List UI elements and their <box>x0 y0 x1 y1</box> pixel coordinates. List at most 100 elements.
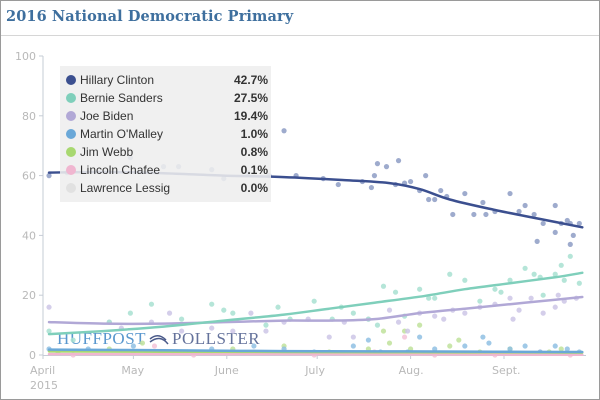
data-point-martin-o-malley <box>365 337 372 343</box>
data-point-bernie-sanders <box>221 307 227 313</box>
data-point-joe-biden <box>179 328 185 334</box>
data-point-bernie-sanders <box>148 301 155 307</box>
data-point-martin-o-malley <box>507 346 513 352</box>
legend-label: Hillary Clinton <box>80 73 155 87</box>
data-point-martin-o-malley <box>522 343 528 349</box>
data-point-joe-biden <box>540 310 546 316</box>
legend-swatch-icon <box>66 129 76 139</box>
legend-item-hillary-clinton[interactable]: Hillary Clinton 42.7% <box>66 72 268 90</box>
legend-swatch-icon <box>66 183 76 193</box>
data-point-hillary-clinton <box>483 211 489 218</box>
data-point-bernie-sanders <box>374 322 381 328</box>
data-point-bernie-sanders <box>576 280 582 286</box>
huffpost-pollster-watermark: HUFFPOST POLLSTER <box>57 329 260 348</box>
legend-swatch-icon <box>66 93 76 103</box>
legend-swatch-icon <box>66 147 76 157</box>
legend-label: Martin O'Malley <box>80 127 163 141</box>
legend-item-martin-o-malley[interactable]: Martin O'Malley 1.0% <box>66 126 268 144</box>
data-point-bernie-sanders <box>230 310 236 316</box>
legend-value: 0.0% <box>240 181 268 195</box>
data-point-hillary-clinton <box>552 229 558 236</box>
data-point-hillary-clinton <box>383 164 390 170</box>
legend-item-bernie-sanders[interactable]: Bernie Sanders 27.5% <box>66 90 268 108</box>
x-tick-label: May <box>121 364 144 377</box>
data-point-hillary-clinton <box>426 196 432 203</box>
data-point-hillary-clinton <box>471 211 477 218</box>
data-point-jim-webb <box>456 337 462 343</box>
data-point-bernie-sanders <box>558 262 564 268</box>
data-point-joe-biden <box>395 319 402 325</box>
data-point-bernie-sanders <box>263 322 269 328</box>
data-point-hillary-clinton <box>423 173 429 179</box>
data-point-hillary-clinton <box>534 238 540 244</box>
legend-swatch-icon <box>66 165 76 175</box>
data-point-jim-webb <box>447 343 453 349</box>
data-point-martin-o-malley <box>564 346 570 352</box>
data-point-hillary-clinton <box>407 178 414 185</box>
chart-title: 2016 National Democratic Primary <box>6 8 294 25</box>
x-tick-label: July <box>304 364 325 377</box>
data-point-joe-biden <box>462 310 468 316</box>
data-point-joe-biden <box>555 292 561 298</box>
data-point-hillary-clinton <box>540 220 546 227</box>
data-point-bernie-sanders <box>380 283 387 289</box>
data-point-hillary-clinton <box>552 202 558 209</box>
data-point-bernie-sanders <box>531 271 537 277</box>
data-point-bernie-sanders <box>311 298 317 304</box>
data-point-hillary-clinton <box>567 241 573 247</box>
data-point-hillary-clinton <box>531 211 537 218</box>
y-tick-label: 40 <box>22 229 36 242</box>
data-point-martin-o-malley <box>417 334 423 340</box>
data-point-hillary-clinton <box>374 161 381 167</box>
data-point-bernie-sanders <box>507 277 513 283</box>
legend-item-lincoln-chafee[interactable]: Lincoln Chafee 0.1% <box>66 162 268 180</box>
data-point-martin-o-malley <box>130 343 136 349</box>
data-point-hillary-clinton <box>522 202 528 209</box>
data-point-hillary-clinton <box>564 217 570 224</box>
data-point-jim-webb <box>417 322 423 328</box>
data-point-lincoln-chafee <box>401 334 408 340</box>
data-point-jim-webb <box>558 346 564 352</box>
data-point-hillary-clinton <box>570 232 576 238</box>
legend-swatch-icon <box>66 111 76 121</box>
axes: 0 20 40 60 80 100 April 2015 May June July Aug. Sept… <box>15 50 586 392</box>
data-point-bernie-sanders <box>447 271 453 277</box>
data-point-joe-biden <box>209 325 215 331</box>
data-point-jim-webb <box>139 340 146 346</box>
data-point-martin-o-malley <box>462 343 468 349</box>
data-point-hillary-clinton <box>462 190 468 197</box>
legend-label: Bernie Sanders <box>80 91 163 105</box>
data-point-hillary-clinton <box>46 173 52 179</box>
pollster-swoosh-icon <box>149 335 169 345</box>
data-point-joe-biden <box>263 328 269 334</box>
legend-item-lawrence-lessig[interactable]: Lawrence Lessig 0.0% <box>66 180 268 198</box>
data-point-bernie-sanders <box>417 286 423 292</box>
data-point-joe-biden <box>552 304 558 310</box>
x-tick-sublabel: 2015 <box>30 379 58 392</box>
data-point-hillary-clinton <box>450 211 456 218</box>
data-point-hillary-clinton <box>335 181 341 188</box>
data-point-bernie-sanders <box>209 301 215 307</box>
data-point-martin-o-malley <box>552 343 558 349</box>
data-point-joe-biden <box>350 334 356 340</box>
data-point-hillary-clinton <box>368 184 375 191</box>
data-point-hillary-clinton <box>371 173 378 179</box>
legend-item-jim-webb[interactable]: Jim Webb 0.8% <box>66 144 268 162</box>
data-point-hillary-clinton <box>395 158 402 164</box>
trend-line-joe-biden <box>47 295 584 326</box>
data-point-hillary-clinton <box>438 187 444 194</box>
data-point-bernie-sanders <box>432 295 438 301</box>
data-point-hillary-clinton <box>507 190 513 197</box>
data-point-hillary-clinton <box>281 128 287 134</box>
data-point-hillary-clinton <box>576 220 582 227</box>
legend-value: 1.0% <box>240 127 268 141</box>
data-point-jim-webb <box>380 328 387 334</box>
y-tick-label: 100 <box>15 50 36 63</box>
y-tick-label: 0 <box>29 349 36 362</box>
data-point-joe-biden <box>404 328 411 334</box>
data-point-hillary-clinton <box>432 196 438 203</box>
watermark-huffpost: HUFFPOST <box>57 329 146 348</box>
data-point-hillary-clinton <box>516 208 522 215</box>
legend-item-joe-biden[interactable]: Joe Biden 19.4% <box>66 108 268 126</box>
